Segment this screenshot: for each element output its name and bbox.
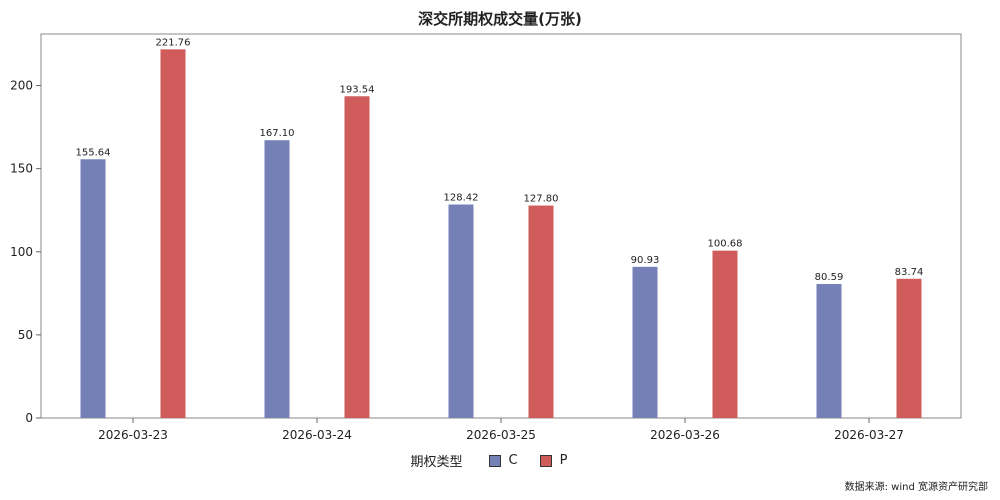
bar-c	[448, 204, 474, 418]
legend-label-c: C	[508, 453, 518, 468]
legend-title: 期权类型	[410, 455, 463, 470]
bar-p	[712, 250, 738, 418]
data-label: 167.10	[260, 128, 295, 139]
bar-c	[632, 266, 658, 418]
x-tick-label: 2026-03-24	[282, 428, 352, 442]
data-label: 100.68	[708, 239, 743, 250]
y-tick-label: 200	[10, 79, 33, 93]
bar-c	[80, 159, 106, 418]
legend-label-p: P	[559, 453, 568, 468]
y-tick-label: 50	[18, 328, 33, 342]
bar-c	[264, 140, 290, 418]
bar-p	[160, 49, 186, 419]
bar-p	[896, 278, 922, 418]
x-tick-label: 2026-03-25	[466, 428, 536, 442]
data-label: 90.93	[631, 255, 660, 266]
data-label: 193.54	[340, 84, 375, 95]
legend-swatch-c	[488, 454, 501, 467]
y-tick-label: 100	[10, 245, 33, 259]
legend-swatch-p	[539, 454, 552, 467]
data-label: 221.76	[156, 37, 191, 48]
y-tick-label: 0	[25, 411, 33, 425]
legend: 期权类型 C P	[0, 451, 1000, 470]
bar-p	[344, 96, 370, 418]
bar-p	[528, 205, 554, 418]
chart-title: 深交所期权成交量(万张)	[418, 10, 582, 28]
legend-item-c: C	[488, 453, 518, 468]
data-label: 80.59	[815, 272, 844, 283]
legend-item-p: P	[539, 453, 568, 468]
bar-c	[816, 284, 842, 418]
source-note: 数据来源: wind 宽源资产研究部	[844, 482, 988, 493]
data-label: 155.64	[76, 147, 111, 158]
data-label: 127.80	[524, 194, 559, 205]
data-label: 128.42	[444, 193, 479, 204]
data-label: 83.74	[895, 267, 924, 278]
x-tick-label: 2026-03-27	[834, 428, 904, 442]
y-tick-label: 150	[10, 162, 33, 176]
x-tick-label: 2026-03-26	[650, 428, 720, 442]
x-tick-label: 2026-03-23	[98, 428, 168, 442]
